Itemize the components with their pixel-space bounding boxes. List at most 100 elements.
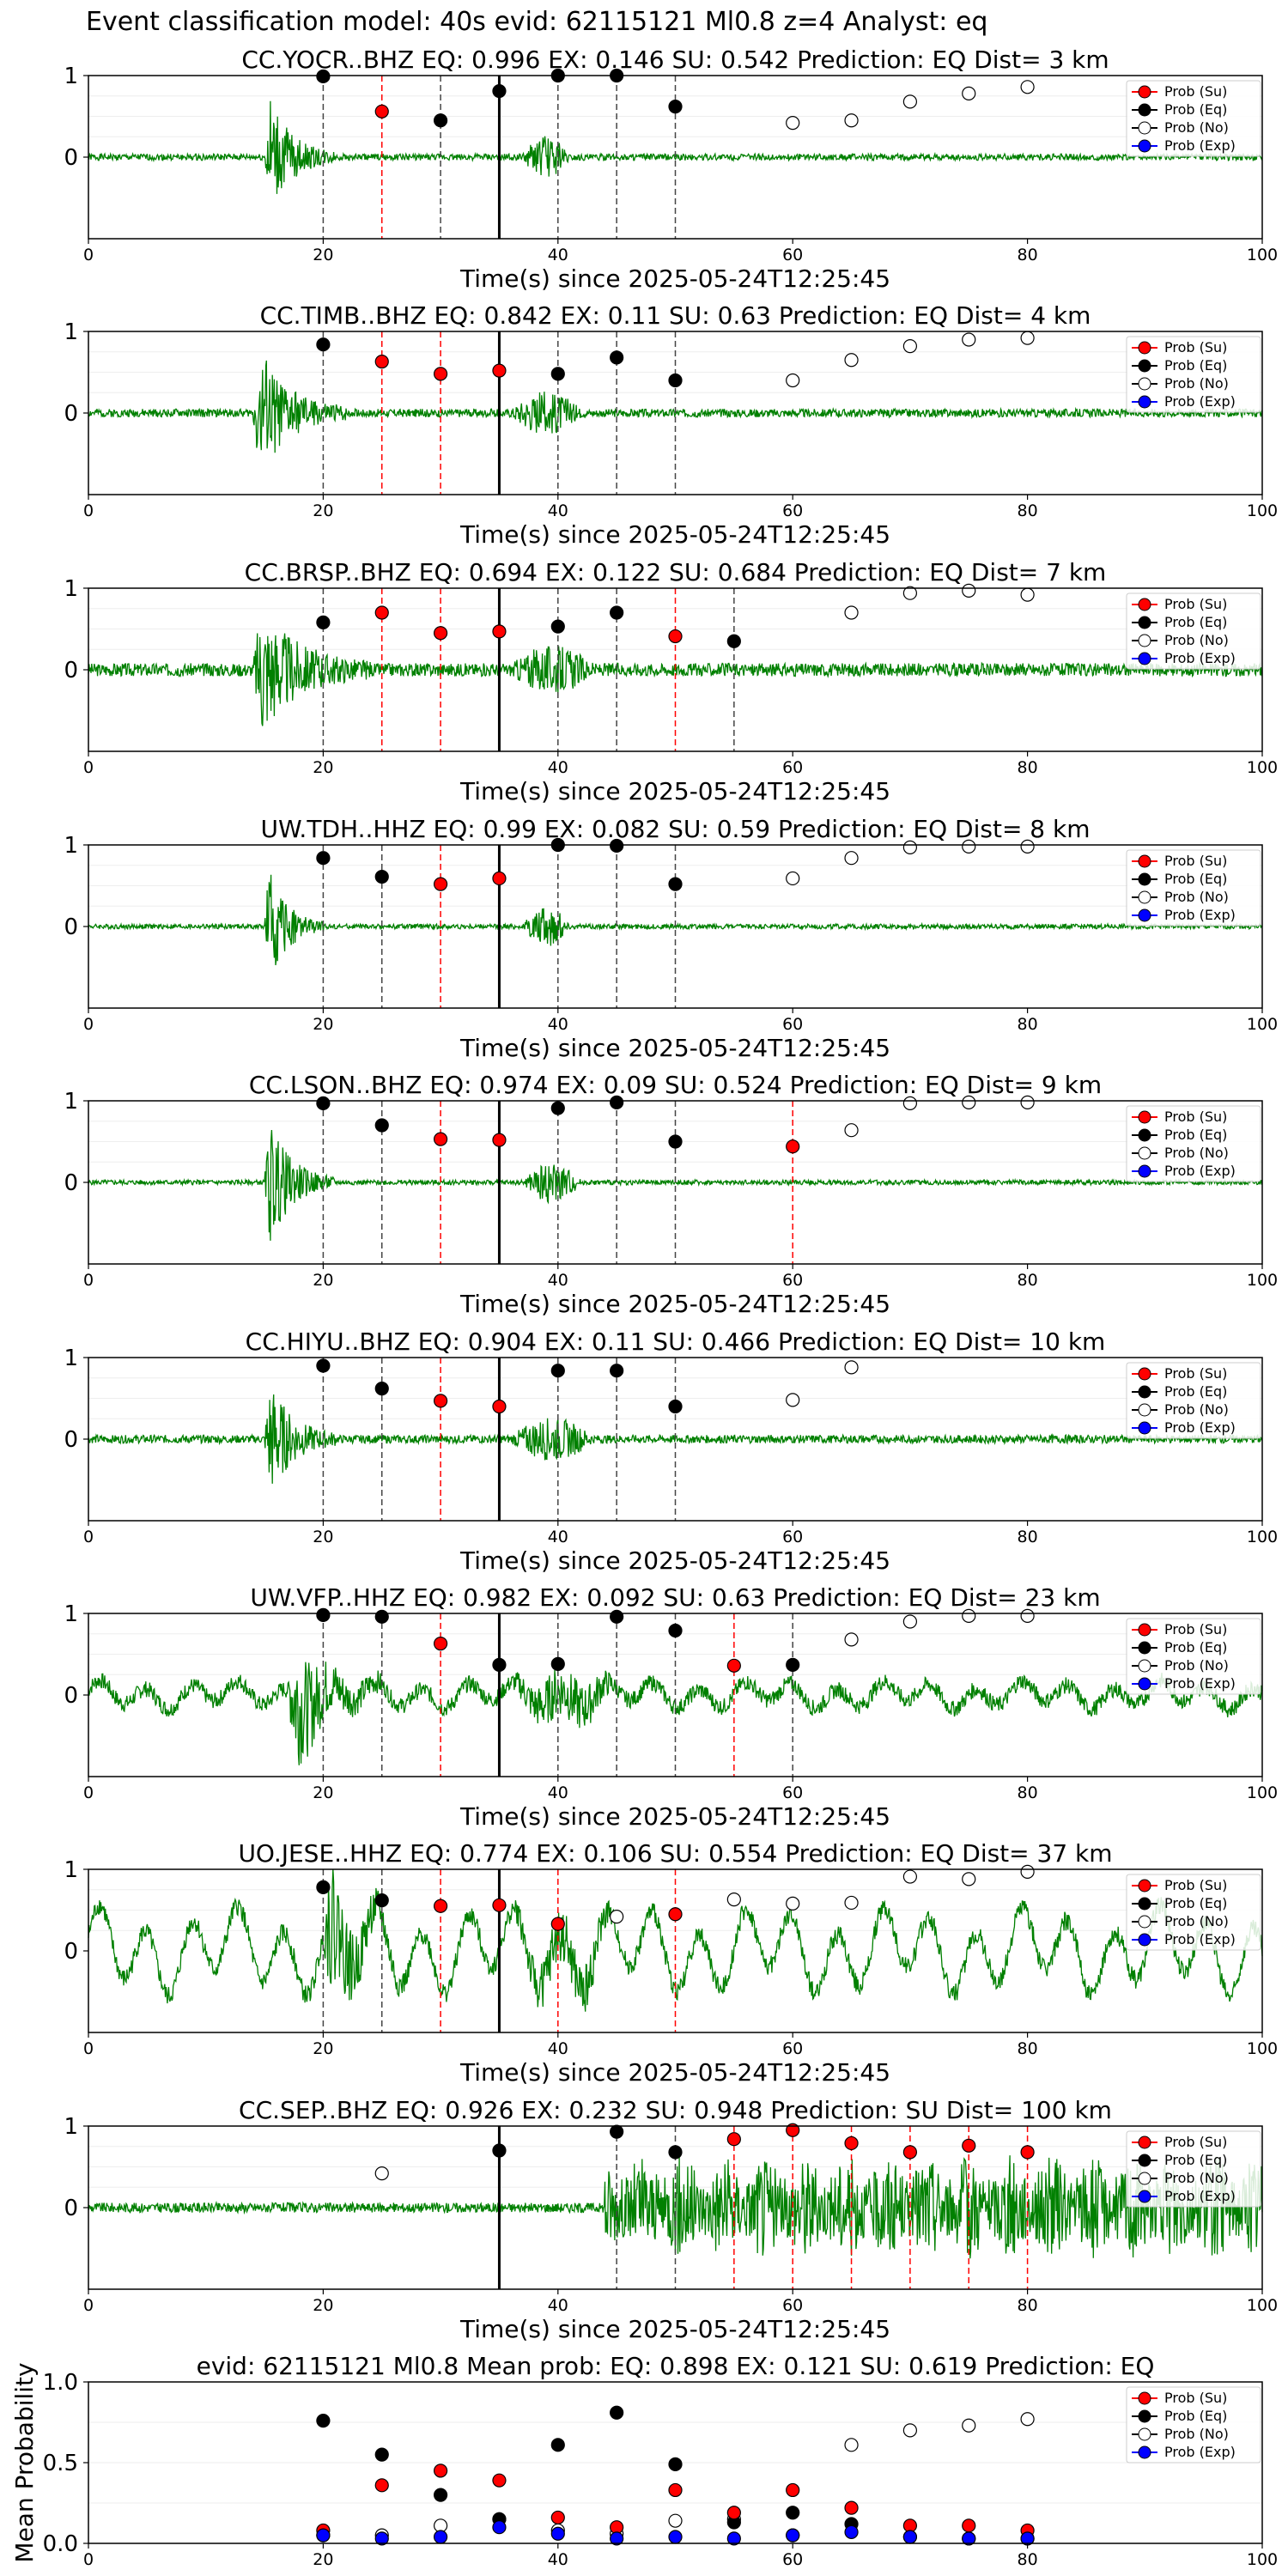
x-tick-label: 20 bbox=[313, 758, 333, 777]
mean-prob-point bbox=[786, 2482, 800, 2498]
mean-prob-point bbox=[550, 2526, 565, 2541]
mean-prob-point bbox=[668, 2513, 683, 2528]
x-tick-label: 100 bbox=[1247, 501, 1278, 520]
x-tick-label: 60 bbox=[782, 1271, 803, 1290]
prob-point-no bbox=[962, 1608, 976, 1623]
panel-5: 0 20 40 60 80 100 0 1 CC.LSON..BHZ EQ: 0.974 EX:… bbox=[64, 1071, 1278, 1318]
prob-point-su bbox=[726, 1658, 741, 1673]
prob-point-no bbox=[902, 1614, 918, 1629]
prob-point-no bbox=[844, 1360, 859, 1375]
prob-point-eq bbox=[492, 2143, 507, 2158]
y-tick-label: 0 bbox=[64, 1170, 78, 1196]
x-tick-label: 0 bbox=[83, 1271, 94, 1290]
mean-prob-point bbox=[902, 2530, 918, 2544]
legend-marker bbox=[1138, 1403, 1151, 1417]
prob-point-su bbox=[374, 104, 389, 118]
y-tick-label: 0 bbox=[64, 401, 78, 427]
x-tick-label: 100 bbox=[1247, 2550, 1278, 2569]
x-tick-label: 40 bbox=[548, 1528, 568, 1546]
panel-2: 0 20 40 60 80 100 0 1 CC.TIMB..BHZ EQ: 0.842 EX:… bbox=[64, 301, 1278, 549]
prob-point-su bbox=[492, 1133, 507, 1147]
x-tick-label: 100 bbox=[1247, 1271, 1278, 1290]
prob-point-su bbox=[550, 1917, 565, 1931]
panel-4: 0 20 40 60 80 100 0 1 UW.TDH..HHZ EQ: 0.99 EX: 0… bbox=[64, 815, 1278, 1062]
x-tick-label: 0 bbox=[83, 246, 94, 264]
prob-point-eq bbox=[610, 838, 624, 854]
legend-label-4: Prob (Exp) bbox=[1164, 1931, 1236, 1947]
panel-title: CC.SEP..BHZ EQ: 0.926 EX: 0.232 SU: 0.94… bbox=[239, 2096, 1112, 2124]
waveform-trace bbox=[88, 360, 1263, 453]
x-tick-label: 20 bbox=[313, 1783, 333, 1802]
legend-label-2: Prob (Eq) bbox=[1164, 871, 1227, 887]
x-tick-label: 0 bbox=[83, 2039, 94, 2058]
legend-marker bbox=[1138, 121, 1151, 135]
legend-label-4: Prob (Exp) bbox=[1164, 1419, 1236, 1436]
legend-marker bbox=[1138, 908, 1151, 922]
legend-marker bbox=[1138, 1623, 1151, 1637]
prob-point-no bbox=[962, 86, 976, 101]
x-tick-label: 60 bbox=[782, 2039, 803, 2058]
prob-point-su bbox=[433, 1132, 448, 1146]
prob-point-eq bbox=[610, 1364, 624, 1378]
x-tick-label: 20 bbox=[313, 2296, 333, 2315]
x-tick-label: 20 bbox=[313, 501, 333, 520]
prob-point-no bbox=[786, 116, 800, 131]
prob-point-no bbox=[962, 1095, 976, 1110]
legend-label-3: Prob (No) bbox=[1164, 375, 1229, 392]
prob-point-eq bbox=[610, 1095, 624, 1110]
legend-marker bbox=[1138, 634, 1151, 647]
x-tick-label: 60 bbox=[782, 246, 803, 264]
panel-title: UW.TDH..HHZ EQ: 0.99 EX: 0.082 SU: 0.59 … bbox=[260, 815, 1090, 843]
panel-1: 0 20 40 60 80 100 0 1 CC.YOCR..BHZ EQ: 0.996 EX:… bbox=[64, 46, 1278, 293]
y-tick-label: 0 bbox=[64, 1683, 78, 1709]
waveform-trace bbox=[88, 874, 1262, 966]
legend-label-4: Prob (Exp) bbox=[1164, 137, 1236, 154]
mean-prob-point bbox=[668, 2530, 683, 2544]
legend-box bbox=[1126, 1362, 1261, 1439]
x-axis-label: Time(s) since 2025-05-24T12:25:45 bbox=[459, 1034, 890, 1062]
prob-point-eq bbox=[316, 1096, 331, 1110]
prob-point-no bbox=[726, 1893, 741, 1907]
legend-label-1: Prob (Su) bbox=[1164, 83, 1227, 100]
prob-point-no bbox=[962, 1872, 976, 1886]
prob-point-eq bbox=[374, 1118, 389, 1133]
panel-7: 0 20 40 60 80 100 0 1 UW.VFP..HHZ EQ: 0.982 EX: … bbox=[64, 1583, 1278, 1831]
legend-label-2: Prob (Eq) bbox=[1164, 1639, 1227, 1656]
legend-marker bbox=[1138, 854, 1151, 868]
x-tick-label: 100 bbox=[1247, 2296, 1278, 2315]
prob-point-no bbox=[786, 1896, 800, 1911]
prob-point-su bbox=[786, 2123, 800, 2137]
x-axis-label: Time(s) since 2025-05-24T12:25:45 bbox=[459, 2315, 890, 2343]
prob-point-eq bbox=[492, 1657, 507, 1672]
legend-label-2: Prob (Eq) bbox=[1164, 101, 1227, 118]
prob-point-eq bbox=[492, 83, 507, 99]
legend-label-2: Prob (Eq) bbox=[1164, 1127, 1227, 1143]
x-tick-label: 80 bbox=[1018, 1528, 1038, 1546]
x-tick-label: 20 bbox=[313, 2550, 333, 2569]
mean-prob-point bbox=[492, 2520, 507, 2535]
x-tick-label: 40 bbox=[548, 2296, 568, 2315]
x-tick-label: 20 bbox=[313, 2039, 333, 2058]
prob-point-no bbox=[844, 113, 859, 128]
prob-point-eq bbox=[550, 1364, 565, 1378]
legend-marker bbox=[1138, 1915, 1151, 1929]
x-axis-label: Time(s) since 2025-05-24T12:25:45 bbox=[459, 777, 890, 805]
prob-point-eq bbox=[316, 1358, 331, 1373]
legend-marker bbox=[1138, 2409, 1151, 2423]
legend-label-3: Prob (No) bbox=[1164, 2170, 1229, 2186]
prob-point-eq bbox=[550, 367, 565, 381]
prob-point-eq bbox=[550, 619, 565, 634]
prob-point-eq bbox=[786, 1657, 800, 1672]
legend-label-1: Prob (Su) bbox=[1164, 2390, 1227, 2406]
x-axis-label: Time(s) since 2025-05-24T12:25:45 bbox=[459, 1290, 890, 1318]
legend-box bbox=[1126, 849, 1261, 927]
legend-label-4: Prob (Exp) bbox=[1164, 393, 1236, 410]
waveform-trace bbox=[88, 633, 1263, 726]
legend-label-1: Prob (Su) bbox=[1164, 1621, 1227, 1637]
prob-point-eq bbox=[433, 113, 448, 128]
mean-prob-point bbox=[610, 2531, 624, 2546]
legend-marker bbox=[1138, 1677, 1151, 1691]
prob-point-no bbox=[844, 605, 859, 620]
x-tick-label: 100 bbox=[1247, 1783, 1278, 1802]
